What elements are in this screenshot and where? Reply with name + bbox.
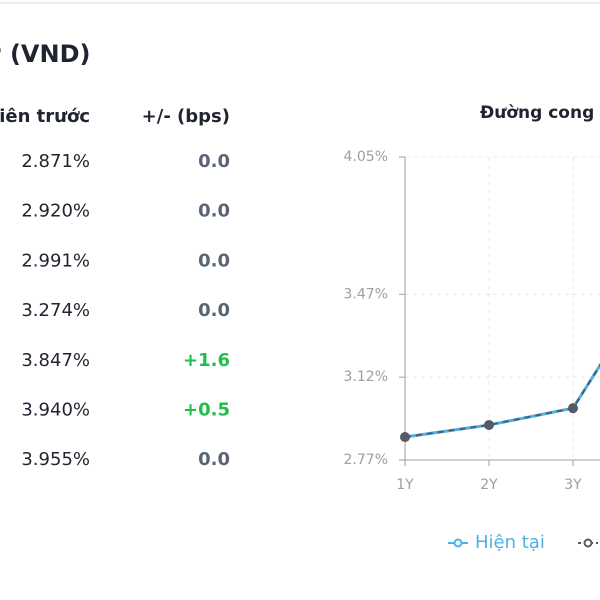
previous-yield: 3.274% (21, 300, 90, 321)
chart-title: Đường cong (480, 103, 594, 123)
y-tick-label: 2.77% (344, 452, 388, 468)
previous-yield: 2.920% (21, 201, 90, 222)
section-title: P (VND) (0, 40, 90, 68)
column-header: iên trước (0, 106, 90, 127)
x-tick-label: 2Y (480, 477, 498, 493)
y-tick-label: 3.12% (344, 369, 388, 385)
column-header: +/- (bps) (142, 106, 230, 127)
y-tick-label: 4.05% (344, 149, 388, 165)
previous-yield: 2.871% (21, 151, 90, 172)
legend-marker (583, 538, 593, 548)
legend-label: Hiện tại (475, 532, 545, 553)
change-bps: +0.5 (183, 400, 230, 421)
change-bps: 0.0 (198, 151, 230, 172)
point-marker (568, 403, 578, 414)
point-marker (484, 419, 494, 430)
series-line (404, 363, 600, 439)
previous-yield: 3.847% (21, 350, 90, 371)
x-tick-label: 3Y (564, 477, 582, 493)
previous-yield: 2.991% (21, 250, 90, 271)
change-bps: +1.6 (183, 350, 230, 371)
change-bps: 0.0 (198, 449, 230, 470)
change-bps: 0.0 (198, 250, 230, 271)
change-bps: 0.0 (198, 300, 230, 321)
previous-yield: 3.955% (21, 449, 90, 470)
x-tick-label: 1Y (396, 477, 414, 493)
previous-yield: 3.940% (21, 400, 90, 421)
change-bps: 0.0 (198, 201, 230, 222)
series-line (404, 362, 600, 439)
y-tick-label: 3.47% (344, 286, 388, 302)
point-marker (400, 432, 410, 443)
legend-marker (453, 538, 463, 548)
